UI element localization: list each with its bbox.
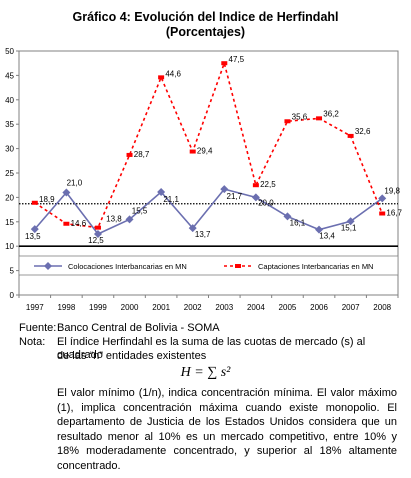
data-label-captaciones: 35,6 [292,112,308,121]
data-label-captaciones: 14,6 [71,219,87,228]
data-label-colocaciones: 16,1 [290,218,306,227]
data-label-colocaciones: 13,7 [195,230,211,239]
legend-label-colocaciones: Colocaciones Interbancarias en MN [68,262,187,271]
point-colocaciones [93,230,102,238]
nota-line1: El índice Herfindahl es la suma de las c… [57,336,366,361]
x-tick-label: 2007 [342,303,360,312]
point-colocaciones [346,217,355,226]
x-tick-label: 2002 [184,303,202,312]
data-label-captaciones: 47,5 [229,55,245,64]
x-tick-label: 1997 [26,303,44,312]
y-tick-label: 0 [10,291,15,300]
data-label-colocaciones: 15,1 [341,223,357,232]
x-tick-label: 2000 [121,303,139,312]
data-label-captaciones: 13,8 [106,215,122,224]
data-label-colocaciones: 19,8 [384,186,400,195]
x-tick-label: 2008 [373,303,391,312]
y-tick-label: 20 [5,193,14,202]
point-colocaciones [30,225,39,234]
point-captaciones [94,225,101,230]
point-colocaciones [220,185,229,194]
plot-area [18,50,399,296]
series-captaciones-line [34,60,383,229]
nota-label: Nota: [19,336,46,348]
point-captaciones [189,149,196,154]
y-tick-label: 45 [5,71,14,80]
y-tick-label: 35 [5,120,14,129]
data-label-captaciones: 18,9 [39,195,55,204]
point-colocaciones [251,193,260,202]
fuente-label: Fuente: [19,322,57,334]
chart-subtitle: (Porcentajes) [165,25,246,39]
y-tick-label: 10 [5,242,14,251]
chart-title: Gráfico 4: Evolución del Indice de Herfi… [72,10,339,24]
nota-line2: de las “n” entidades existentes [57,350,207,362]
y-tick-label: 15 [5,218,14,227]
point-colocaciones [315,225,324,234]
legend-label-captaciones: Captaciones Interbancarias en MN [258,262,373,271]
explanation-paragraph: El valor mínimo (1/n), indica concentrac… [57,387,397,472]
y-tick-label: 50 [5,47,14,56]
data-label-colocaciones: 12,5 [88,236,104,245]
point-colocaciones [283,212,292,221]
point-captaciones [158,75,165,80]
x-tick-label: 2006 [310,303,328,312]
x-tick-label: 2005 [279,303,297,312]
data-label-colocaciones: 21,7 [227,192,243,201]
y-tick-label: 30 [5,145,14,154]
point-captaciones [63,221,70,226]
data-label-captaciones: 44,6 [165,69,181,78]
point-captaciones [252,183,259,188]
data-label-colocaciones: 13,4 [319,232,335,241]
data-label-captaciones: 28,7 [134,150,150,159]
data-label-colocaciones: 21,0 [67,179,83,188]
x-tick-label: 2001 [152,303,170,312]
data-label-colocaciones: 13,5 [25,232,41,241]
data-label-captaciones: 29,4 [197,147,213,156]
series-colocaciones-line [34,188,383,235]
point-colocaciones [125,215,134,224]
data-label-colocaciones: 20,0 [258,198,274,207]
data-label-captaciones: 36,2 [323,109,339,118]
point-captaciones [31,200,38,205]
point-captaciones [347,133,354,138]
point-captaciones [379,211,386,216]
point-colocaciones [157,188,166,197]
data-label-colocaciones: 21,1 [163,195,179,204]
x-tick-label: 1998 [57,303,75,312]
legend-box [18,255,399,276]
data-label-captaciones: 16,7 [386,209,402,218]
data-label-captaciones: 32,6 [355,127,371,136]
legend-marker-captaciones [235,264,241,268]
data-label-colocaciones: 15,5 [132,206,148,215]
legend-marker-colocaciones [44,262,52,270]
data-label-captaciones: 22,5 [260,180,276,189]
line-chart: 0 5 10 15 20 25 30 35 40 45 50 1997 1998 1999 2000 2001… [5,47,402,312]
fuente-text: Banco Central de Bolivia - SOMA [57,322,220,334]
x-tick-label: 2004 [247,303,265,312]
y-tick-label: 25 [5,169,14,178]
point-captaciones [221,61,228,66]
point-captaciones [284,119,291,124]
point-captaciones [316,116,323,121]
herfindahl-formula: H = ∑ s² [180,365,231,380]
point-colocaciones [62,188,71,197]
point-colocaciones [188,224,197,233]
y-tick-label: 40 [5,96,14,105]
point-colocaciones [378,194,387,203]
x-tick-label: 1999 [89,303,107,312]
y-tick-label: 5 [10,267,15,276]
point-captaciones [126,152,133,157]
x-tick-label: 2003 [215,303,233,312]
